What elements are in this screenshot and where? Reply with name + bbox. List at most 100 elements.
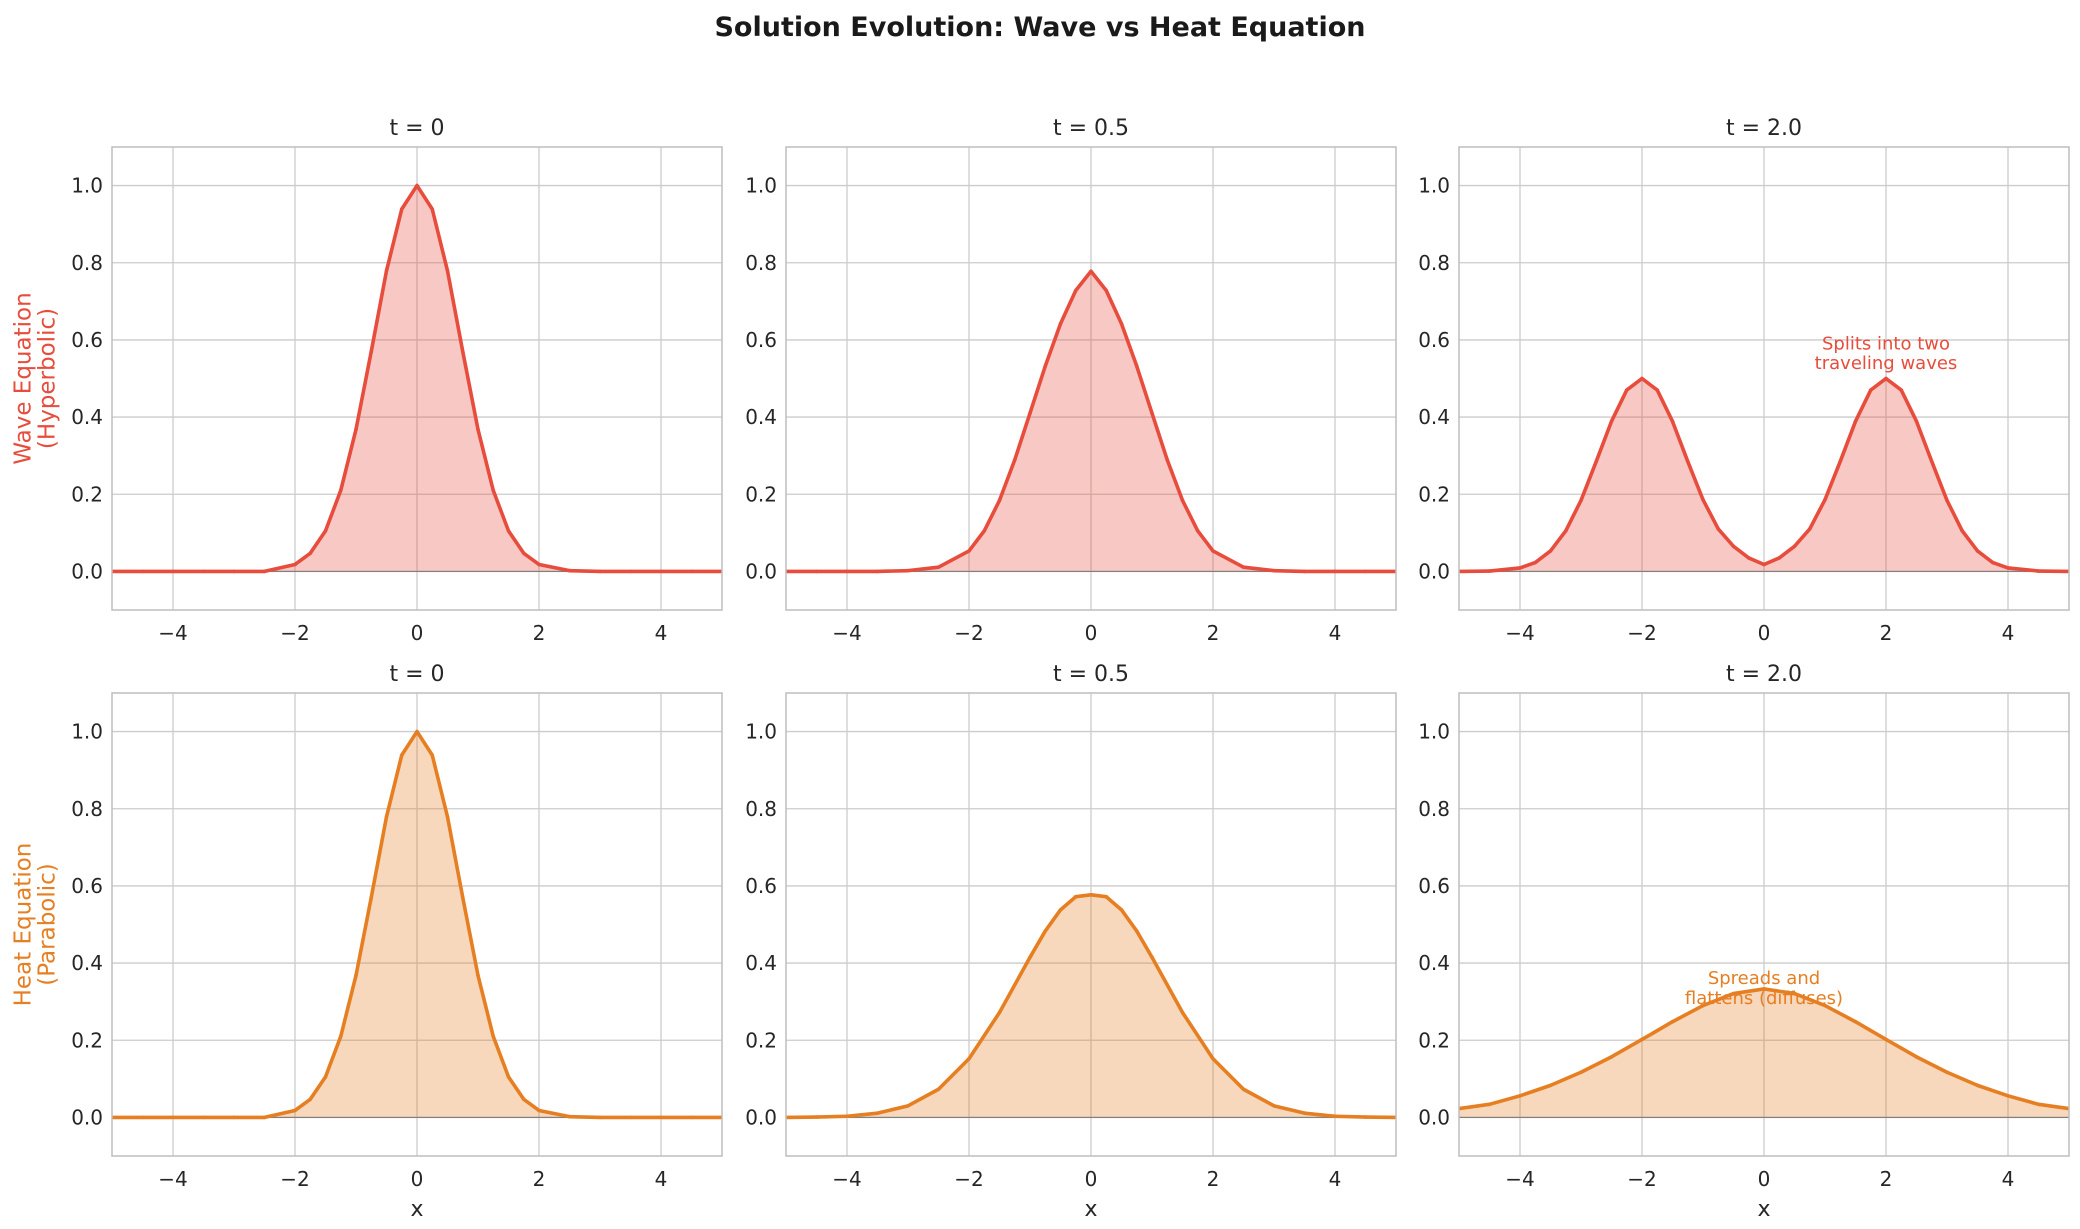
x-tick-label: −2	[1627, 1167, 1656, 1191]
curve-segment	[369, 269, 389, 354]
curve-segment	[1823, 1003, 1858, 1024]
curve-segment	[1043, 908, 1063, 933]
y-tick-label: 1.0	[745, 720, 777, 744]
curve-segment	[1119, 321, 1139, 368]
curve-segment	[1731, 987, 1766, 996]
x-tick-label: −2	[280, 621, 309, 645]
curve-segment	[537, 1108, 572, 1119]
x-axis-label: x	[1757, 1197, 1770, 1222]
axes-frame	[111, 692, 723, 1157]
curve-segment	[262, 562, 297, 574]
curve-segment	[967, 529, 987, 553]
curve-segment	[1089, 892, 1109, 899]
curve-segment	[1241, 1087, 1276, 1108]
curve-segment	[415, 729, 435, 757]
y-tick-label: 0.2	[1418, 1028, 1450, 1052]
curve-segment	[1853, 388, 1873, 424]
x-tick-label: 0	[1085, 621, 1098, 645]
y-tick-label: 0.4	[1418, 951, 1450, 975]
y-tick-label: 0.0	[71, 559, 103, 583]
subplot-wave-0-1: −4 −2 0 2 4 0.0 0.2 0.4 0.6 0.8 1.0 t = 0.5	[745, 116, 1397, 645]
row-y-label-line: Wave Equation	[11, 292, 37, 464]
x-tick-label: 4	[655, 621, 668, 645]
curve-segment	[1548, 529, 1568, 553]
axes-frame	[111, 146, 723, 611]
annotation-line: Spreads and	[1708, 968, 1820, 989]
curve-segment	[1701, 497, 1721, 531]
curve-segment	[293, 1097, 313, 1113]
curve-segment	[369, 815, 389, 900]
curve-segment	[308, 529, 328, 556]
x-tick-label: 2	[1207, 1167, 1220, 1191]
panel-title: t = 2.0	[1726, 662, 1802, 687]
curve-segment	[460, 895, 480, 978]
curve-segment	[445, 269, 465, 354]
x-tick-label: −4	[1505, 1167, 1534, 1191]
area-fill	[786, 271, 1396, 572]
curve-segment	[384, 753, 404, 819]
curve-segment	[1762, 987, 1797, 996]
curve-segment	[1746, 556, 1766, 567]
curve-segment	[1533, 549, 1553, 565]
curve-segment	[460, 349, 480, 432]
curve-segment	[1609, 1037, 1644, 1059]
y-tick-label: 1.0	[1418, 720, 1450, 744]
curve-segment	[936, 549, 971, 569]
y-tick-label: 0.0	[1418, 1105, 1450, 1129]
y-tick-label: 0.2	[745, 482, 777, 506]
axes-frame	[1458, 146, 2070, 611]
y-tick-label: 0.4	[745, 405, 777, 429]
area-fill	[786, 894, 1396, 1118]
x-tick-label: −4	[158, 621, 187, 645]
curve-segment	[1701, 991, 1736, 1008]
axes-frame	[785, 692, 1397, 1157]
figure-title: Solution Evolution: Wave vs Heat Equatio…	[714, 12, 1365, 43]
y-tick-label: 0.0	[71, 1105, 103, 1129]
axes-frame	[785, 146, 1397, 611]
panel-title: t = 0.5	[1053, 116, 1129, 141]
area-fill	[1459, 988, 2069, 1118]
curve-segment	[1914, 1055, 1949, 1075]
curve-segment	[1333, 1114, 1368, 1119]
curve-segment	[430, 753, 450, 819]
x-axis-label: x	[1084, 1197, 1097, 1222]
x-tick-label: 4	[1329, 1167, 1342, 1191]
curve-segment	[1945, 1070, 1980, 1088]
x-tick-label: 0	[1085, 1167, 1098, 1191]
annotation-line: flattens (diffuses)	[1685, 988, 1843, 1009]
subplot-heat-1-2: −4 −2 0 2 4 0.0 0.2 0.4 0.6 0.8 1.0 t = 2.0 x Spreads…	[1418, 662, 2070, 1222]
y-tick-label: 0.8	[71, 251, 103, 275]
curve-segment	[1487, 566, 1522, 573]
curve-segment	[906, 1087, 941, 1108]
x-tick-label: −4	[832, 621, 861, 645]
curve-segment	[1180, 1010, 1215, 1061]
curve-segment	[1058, 288, 1078, 326]
curve-segment	[875, 568, 910, 574]
y-tick-label: 0.8	[745, 797, 777, 821]
row-y-label-line: (Parabolic)	[35, 863, 61, 986]
subplot-heat-1-0: −4 −2 0 2 4 0.0 0.2 0.4 0.6 0.8 1.0 t = 0 x Heat Equa…	[11, 662, 723, 1222]
curve-segment	[1302, 1111, 1337, 1119]
curve-segment	[1241, 565, 1276, 573]
y-tick-label: 0.8	[71, 797, 103, 821]
y-tick-label: 0.4	[71, 405, 103, 429]
curve-segment	[1272, 1104, 1307, 1115]
x-tick-label: 2	[1880, 1167, 1893, 1191]
curve-segment	[1975, 549, 1995, 565]
y-tick-label: 0.0	[1418, 559, 1450, 583]
curve-segment	[1012, 411, 1032, 462]
curve-segment	[445, 815, 465, 900]
curve-segment	[875, 1104, 910, 1115]
annotation: Spreads and flattens (diffuses)	[1685, 968, 1843, 1009]
curve-segment	[415, 183, 435, 211]
curve-segment	[323, 1034, 343, 1079]
curve-segment	[506, 1075, 526, 1102]
curve-segment	[1792, 527, 1812, 549]
y-tick-label: 0.6	[1418, 328, 1450, 352]
y-tick-label: 0.8	[745, 251, 777, 275]
curve-segment	[399, 183, 419, 211]
x-tick-label: 2	[1207, 621, 1220, 645]
plot-area	[1459, 376, 2069, 574]
